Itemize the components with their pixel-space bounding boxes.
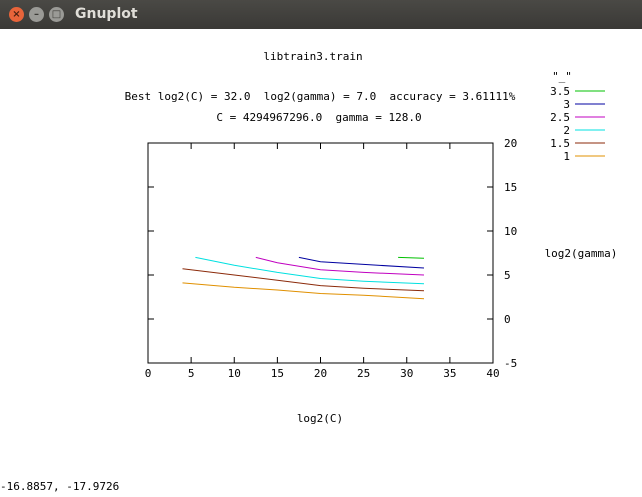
legend-entry-label: 1.5: [550, 137, 570, 150]
x-tick-label: 40: [486, 367, 499, 380]
x-tick-label: 25: [357, 367, 370, 380]
x-tick-label: 35: [443, 367, 456, 380]
title-bar: × – □ Gnuplot: [0, 0, 642, 29]
maximize-icon[interactable]: □: [49, 7, 64, 22]
series-line: [182, 282, 425, 300]
plot-canvas[interactable]: libtrain3.train Best log2(C) = 32.0 log2…: [0, 29, 642, 493]
chart-subtitle-best: Best log2(C) = 32.0 log2(gamma) = 7.0 ac…: [125, 90, 516, 103]
y-tick-label: 15: [504, 181, 517, 194]
legend-title: "_": [552, 70, 572, 83]
x-tick-label: 15: [271, 367, 284, 380]
x-tick-label: 20: [314, 367, 327, 380]
plot-border: [147, 142, 494, 364]
plot-area: 0 5 10 15 20 25 30 35 40 -5 0 5 10 15 20 3.532.521.51: [145, 85, 605, 380]
y-tick-label: 0: [504, 313, 511, 326]
close-icon[interactable]: ×: [9, 7, 24, 22]
mouse-coordinates: -16.8857, -17.9726: [0, 480, 120, 493]
series-line: [182, 268, 425, 292]
legend-entry-label: 3: [563, 98, 570, 111]
y-axis-label: log2(gamma): [545, 247, 618, 260]
minimize-icon[interactable]: –: [29, 7, 44, 22]
legend-entry-label: 3.5: [550, 85, 570, 98]
y-tick-label: 5: [504, 269, 511, 282]
legend-entry-label: 1: [563, 150, 570, 163]
x-tick-label: 10: [228, 367, 241, 380]
chart-subtitle-params: C = 4294967296.0 gamma = 128.0: [216, 111, 421, 124]
x-tick-label: 5: [188, 367, 195, 380]
window-title: Gnuplot: [75, 6, 138, 22]
y-tick-label: -5: [504, 357, 517, 370]
series-line: [255, 256, 425, 276]
series-line: [298, 256, 425, 269]
x-axis-label: log2(C): [297, 412, 343, 425]
series-line: [195, 256, 425, 285]
y-tick-label: 10: [504, 225, 517, 238]
gnuplot-chart: libtrain3.train Best log2(C) = 32.0 log2…: [125, 50, 618, 425]
chart-title: libtrain3.train: [263, 50, 362, 63]
x-tick-label: 0: [145, 367, 152, 380]
y-tick-label: 20: [504, 137, 517, 150]
series-line: [398, 256, 425, 259]
x-tick-label: 30: [400, 367, 413, 380]
legend-entry-label: 2: [563, 124, 570, 137]
legend-entry-label: 2.5: [550, 111, 570, 124]
